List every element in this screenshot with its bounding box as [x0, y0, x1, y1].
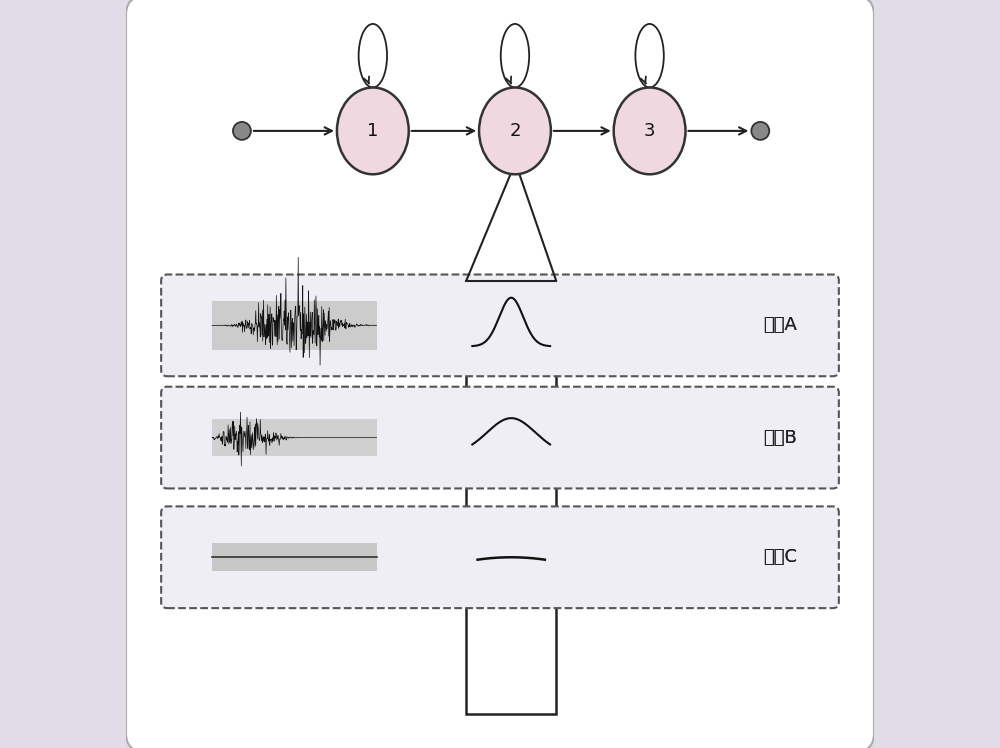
Ellipse shape [479, 88, 551, 174]
FancyBboxPatch shape [212, 543, 377, 571]
Circle shape [233, 122, 251, 140]
Text: 3: 3 [644, 122, 655, 140]
FancyBboxPatch shape [161, 506, 839, 608]
FancyBboxPatch shape [212, 419, 377, 456]
FancyBboxPatch shape [466, 280, 556, 714]
Text: 节点B: 节点B [764, 429, 797, 447]
Text: 1: 1 [367, 122, 379, 140]
FancyBboxPatch shape [161, 387, 839, 488]
FancyBboxPatch shape [161, 275, 839, 376]
Text: 节点A: 节点A [764, 316, 797, 334]
Text: 节点C: 节点C [764, 548, 798, 566]
Text: 2: 2 [509, 122, 521, 140]
Ellipse shape [337, 88, 409, 174]
Circle shape [751, 122, 769, 140]
Text: 节点C: 节点C [764, 548, 798, 566]
Text: 节点A: 节点A [764, 316, 797, 334]
FancyBboxPatch shape [126, 0, 874, 748]
Text: 节点B: 节点B [764, 429, 797, 447]
Ellipse shape [614, 88, 686, 174]
FancyBboxPatch shape [212, 301, 377, 350]
